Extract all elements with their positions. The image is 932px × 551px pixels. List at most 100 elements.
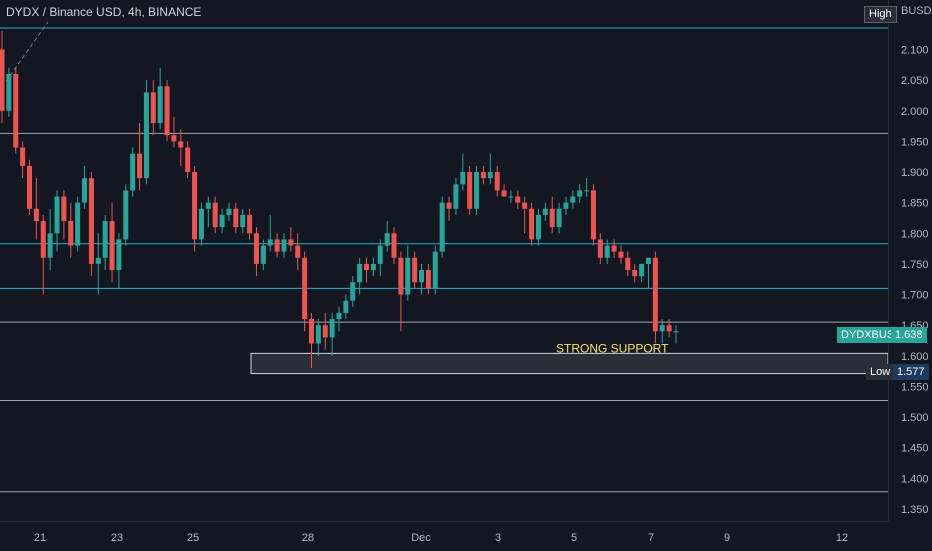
candle [577, 184, 583, 203]
candle-body [164, 86, 170, 136]
y-tick-label: 1.400 [901, 473, 929, 485]
candle-body [178, 141, 184, 148]
x-tick-label: 23 [111, 532, 123, 544]
y-tick-label: 1.750 [901, 259, 929, 271]
candle [597, 233, 603, 264]
candle-body [563, 202, 569, 209]
candle-body [102, 221, 108, 258]
candle [419, 263, 425, 295]
candle [281, 233, 287, 258]
candle-body [501, 190, 507, 197]
candle-body [370, 263, 376, 271]
candle [137, 123, 143, 191]
candle [226, 202, 232, 222]
candle [666, 319, 672, 338]
candle-body [377, 245, 383, 264]
candle-body [212, 202, 218, 228]
candle-body [130, 153, 136, 191]
candle-body [556, 208, 562, 228]
candle-body [295, 245, 301, 258]
candle-body [432, 251, 438, 289]
x-tick-label: Dec [411, 532, 431, 544]
candle-body [329, 319, 335, 338]
y-tick-label: 1.800 [901, 228, 929, 240]
candle [618, 245, 624, 264]
candle [164, 80, 170, 142]
candle-body [515, 196, 521, 203]
candle [529, 202, 535, 246]
candle-body [405, 257, 411, 295]
support-label: STRONG SUPPORT [556, 341, 669, 355]
time-scale[interactable] [0, 521, 888, 551]
candle-body [535, 214, 541, 240]
candle-body [150, 92, 156, 124]
candle [240, 208, 246, 234]
candle [563, 196, 569, 215]
price-scale[interactable] [888, 0, 932, 521]
candle-body [639, 263, 645, 277]
x-tick-label: 25 [187, 532, 199, 544]
candle-body [157, 86, 163, 124]
y-tick-label: 1.350 [901, 504, 929, 516]
candle [501, 184, 507, 197]
candle-body [343, 300, 349, 313]
candle-body [240, 214, 246, 228]
price-axis-ticks: 2.100 2.050 2.000 1.950 1.900 1.850 1.800 1.750… [901, 45, 929, 516]
candle [157, 67, 163, 130]
candle [398, 251, 404, 332]
y-tick-label: 1.700 [901, 290, 929, 302]
candle [508, 190, 514, 203]
candle-body [487, 172, 493, 179]
candle-body [61, 196, 67, 222]
candle [542, 202, 548, 222]
candle [611, 239, 617, 258]
candle-body [27, 165, 33, 209]
candle [584, 178, 590, 197]
low-tag: Low [866, 364, 895, 380]
candle-body [625, 257, 631, 271]
x-tick-label: 5 [571, 532, 577, 544]
currency-label: BUSD [901, 5, 932, 17]
candle-body [529, 208, 535, 240]
trend-line [1, 21, 49, 88]
candle-body [597, 239, 603, 258]
candle-body [247, 214, 253, 234]
candle-body [192, 172, 198, 240]
candle [474, 165, 480, 215]
candle [6, 67, 12, 117]
candle-body [391, 233, 397, 258]
candle-body [549, 208, 555, 228]
candle [75, 196, 81, 252]
candle [198, 202, 204, 246]
candle-body [137, 153, 143, 179]
candle [253, 227, 259, 277]
candle [604, 239, 610, 264]
candle-body [274, 239, 280, 252]
candle [377, 239, 383, 277]
candle [625, 251, 631, 277]
candle [295, 233, 301, 271]
candle-body [474, 172, 480, 209]
y-tick-label: 1.550 [901, 381, 929, 393]
candle-body [542, 208, 548, 215]
candle [27, 159, 33, 215]
candle [61, 190, 67, 240]
candle-body [198, 208, 204, 240]
candle-body [54, 196, 60, 234]
candle [171, 116, 177, 148]
candle [556, 202, 562, 234]
candle-body [618, 251, 624, 258]
candle-body [20, 147, 26, 166]
candle [425, 263, 431, 295]
candle-body [219, 214, 225, 228]
candle [645, 257, 651, 289]
candle-body [412, 257, 418, 283]
candle [315, 319, 321, 356]
candle-body [577, 190, 583, 197]
candle-body [467, 172, 473, 209]
candle-body [446, 202, 452, 209]
candle-body [398, 257, 404, 295]
candle-body [611, 245, 617, 252]
candles [0, 31, 679, 369]
